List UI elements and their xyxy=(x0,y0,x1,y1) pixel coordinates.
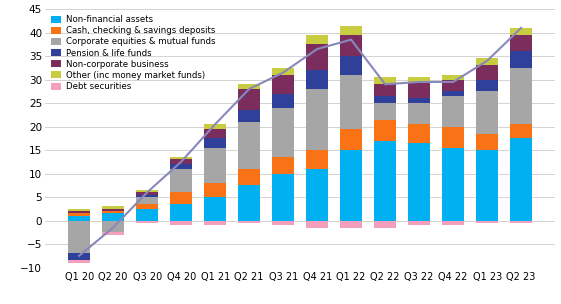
Bar xyxy=(170,192,192,204)
Bar xyxy=(204,148,226,183)
Bar xyxy=(476,91,498,134)
Bar xyxy=(408,103,430,124)
Bar xyxy=(68,261,90,263)
Bar xyxy=(374,77,396,84)
Bar xyxy=(476,58,498,65)
Bar xyxy=(442,126,464,148)
Bar xyxy=(272,157,294,174)
Bar xyxy=(170,204,192,220)
Bar xyxy=(476,220,498,223)
Bar xyxy=(136,197,158,204)
Bar xyxy=(476,150,498,220)
Bar xyxy=(102,220,124,232)
Bar xyxy=(136,192,158,195)
Bar xyxy=(204,220,226,225)
Bar xyxy=(510,35,532,51)
Bar xyxy=(374,84,396,96)
Bar xyxy=(238,89,260,110)
Bar xyxy=(476,134,498,150)
Bar xyxy=(442,75,464,80)
Bar xyxy=(306,220,328,228)
Bar xyxy=(102,209,124,211)
Bar xyxy=(408,82,430,98)
Bar xyxy=(408,143,430,220)
Bar xyxy=(68,211,90,213)
Bar xyxy=(68,220,90,254)
Bar xyxy=(374,96,396,103)
Bar xyxy=(102,213,124,220)
Bar xyxy=(102,211,124,213)
Bar xyxy=(272,174,294,220)
Bar xyxy=(510,51,532,68)
Bar xyxy=(374,220,396,228)
Bar xyxy=(442,80,464,91)
Bar xyxy=(408,98,430,103)
Bar xyxy=(102,232,124,235)
Bar xyxy=(272,108,294,157)
Bar xyxy=(340,35,362,56)
Bar xyxy=(374,119,396,141)
Bar xyxy=(204,138,226,148)
Bar xyxy=(238,110,260,122)
Bar xyxy=(68,216,90,220)
Bar xyxy=(272,75,294,94)
Bar xyxy=(170,164,192,169)
Bar xyxy=(374,141,396,220)
Bar xyxy=(136,209,158,220)
Bar xyxy=(204,197,226,220)
Bar xyxy=(340,129,362,150)
Bar xyxy=(476,65,498,80)
Bar xyxy=(238,185,260,220)
Bar xyxy=(68,209,90,211)
Bar xyxy=(306,35,328,44)
Bar xyxy=(238,169,260,185)
Bar xyxy=(238,84,260,89)
Bar xyxy=(340,150,362,220)
Bar xyxy=(136,204,158,209)
Bar xyxy=(306,89,328,150)
Bar xyxy=(476,80,498,91)
Bar xyxy=(306,150,328,169)
Bar xyxy=(306,169,328,220)
Bar xyxy=(170,160,192,164)
Bar xyxy=(408,77,430,82)
Bar xyxy=(408,124,430,143)
Bar xyxy=(102,206,124,209)
Bar xyxy=(340,75,362,129)
Bar xyxy=(510,220,532,223)
Bar xyxy=(442,148,464,220)
Legend: Non-financial assets, Cash, checking & savings deposits, Corporate equities & mu: Non-financial assets, Cash, checking & s… xyxy=(49,13,217,93)
Bar xyxy=(136,195,158,197)
Bar xyxy=(374,103,396,119)
Bar xyxy=(510,68,532,124)
Bar xyxy=(442,220,464,225)
Bar xyxy=(204,124,226,129)
Bar xyxy=(340,26,362,35)
Bar xyxy=(272,68,294,75)
Bar xyxy=(238,122,260,169)
Bar xyxy=(170,157,192,160)
Bar xyxy=(204,183,226,197)
Bar xyxy=(170,220,192,225)
Bar xyxy=(408,220,430,225)
Bar xyxy=(510,28,532,35)
Bar xyxy=(510,124,532,138)
Bar xyxy=(272,220,294,225)
Bar xyxy=(510,138,532,220)
Bar xyxy=(272,94,294,108)
Bar xyxy=(136,190,158,192)
Bar xyxy=(68,254,90,261)
Bar xyxy=(136,220,158,223)
Bar xyxy=(68,213,90,216)
Bar xyxy=(306,70,328,89)
Bar xyxy=(204,129,226,138)
Bar xyxy=(340,56,362,75)
Bar xyxy=(238,220,260,223)
Bar xyxy=(170,169,192,192)
Bar xyxy=(442,96,464,126)
Bar xyxy=(306,44,328,70)
Bar xyxy=(442,91,464,96)
Bar xyxy=(340,220,362,228)
